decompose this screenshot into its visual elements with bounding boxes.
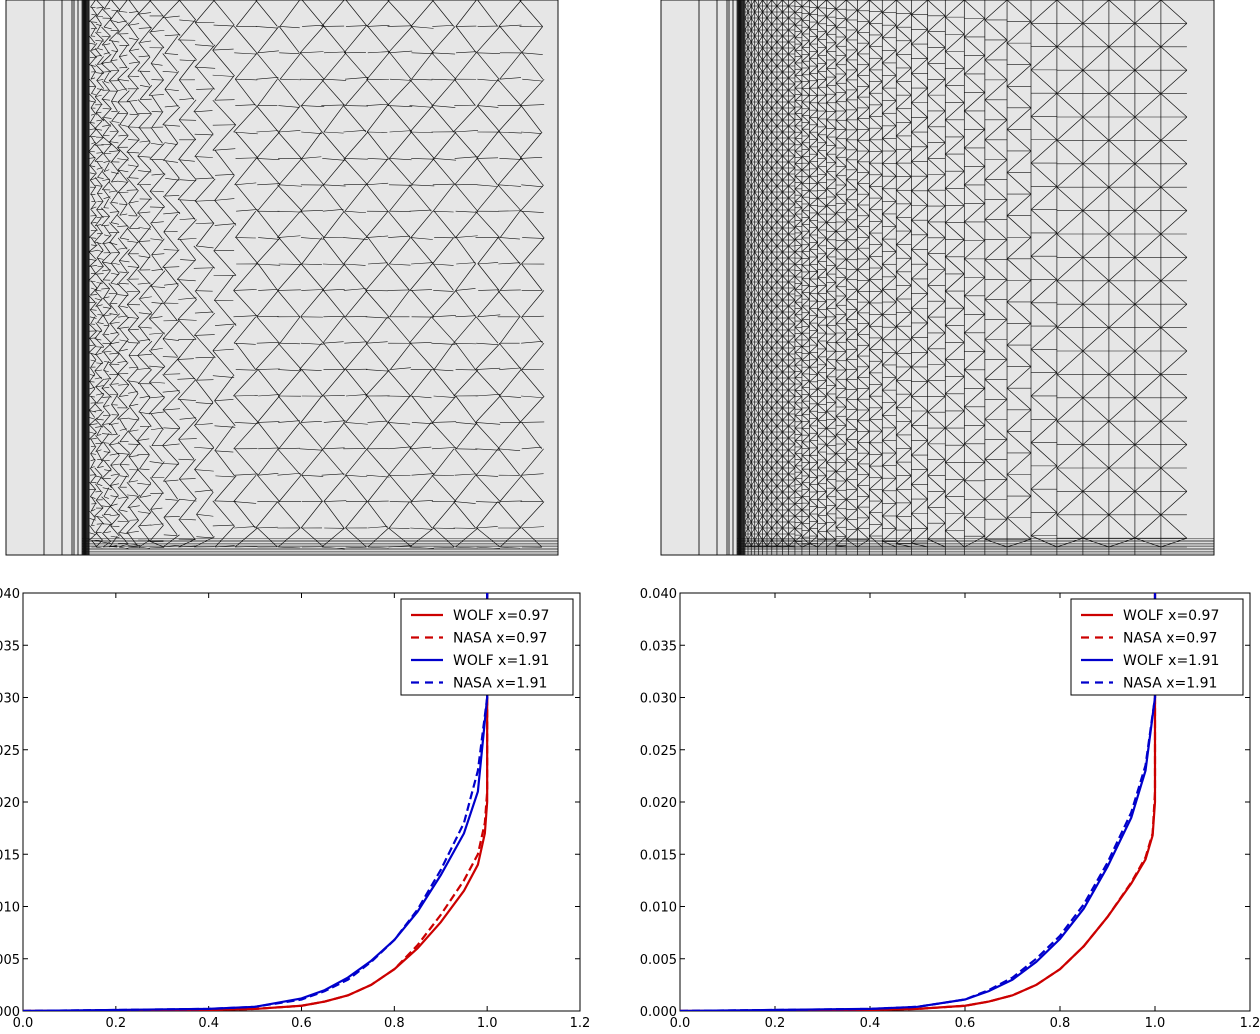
legend-label: WOLF x=0.97 — [453, 608, 549, 624]
y-tick-label: 0.040 — [640, 587, 677, 602]
x-tick-label: 1.2 — [570, 1016, 591, 1031]
y-tick-label: 0.000 — [0, 1005, 20, 1020]
y-tick-label: 0.010 — [0, 901, 20, 916]
x-tick-label: 0.8 — [384, 1016, 405, 1031]
mesh-panel-right-background — [660, 0, 1215, 556]
series-line-3 — [23, 593, 489, 1011]
y-tick-label: 0.030 — [640, 692, 677, 707]
x-tick-label: 0.0 — [670, 1016, 691, 1031]
x-tick-label: 1.0 — [1145, 1016, 1166, 1031]
y-tick-label: 0.020 — [0, 796, 20, 811]
y-tick-label: 0.005 — [0, 953, 20, 968]
mesh-panel-left — [5, 0, 559, 556]
legend-label: WOLF x=1.91 — [1123, 653, 1219, 669]
x-tick-label: 0.6 — [291, 1016, 312, 1031]
chart-bottom-right: 0.0 0.2 0.4 0.6 0.8 1.0 1.2 0.000 0.005 0.010 0.01… — [640, 587, 1260, 1031]
x-tick-label: 0.0 — [13, 1016, 34, 1031]
x-tick-label: 0.4 — [198, 1016, 219, 1031]
legend-label: NASA x=0.97 — [453, 631, 547, 647]
legend-label: NASA x=0.97 — [1123, 631, 1217, 647]
mesh-panel-right-lines — [698, 0, 1214, 555]
y-tick-label: 0.030 — [0, 692, 20, 707]
y-tick-label: 0.025 — [640, 744, 677, 759]
legend-label: NASA x=1.91 — [453, 676, 547, 692]
mesh-panel-right — [660, 0, 1215, 556]
legend-label: WOLF x=0.97 — [1123, 608, 1219, 624]
legend-label: WOLF x=1.91 — [453, 653, 549, 669]
x-tick-label: 1.2 — [1240, 1016, 1260, 1031]
y-tick-label: 0.000 — [640, 1005, 677, 1020]
y-tick-label: 0.040 — [0, 587, 20, 602]
x-tick-label: 0.8 — [1050, 1016, 1071, 1031]
y-tick-label: 0.015 — [640, 848, 677, 863]
y-tick-label: 0.035 — [0, 639, 20, 654]
y-tick-label: 0.010 — [640, 901, 677, 916]
mesh-panel-left-lines — [43, 0, 558, 555]
x-tick-label: 1.0 — [477, 1016, 498, 1031]
series-line-1 — [23, 593, 489, 1011]
x-tick-label: 0.2 — [765, 1016, 786, 1031]
y-tick-label: 0.005 — [640, 953, 677, 968]
legend-label: NASA x=1.91 — [1123, 676, 1217, 692]
x-tick-label: 0.4 — [860, 1016, 881, 1031]
series-line-3 — [680, 593, 1157, 1011]
y-tick-label: 0.025 — [0, 744, 20, 759]
y-tick-label: 0.015 — [0, 848, 20, 863]
x-tick-label: 0.6 — [955, 1016, 976, 1031]
chart-bottom-left: 0.0 0.2 0.4 0.6 0.8 1.0 1.2 0.000 0.005 0.010 0.01… — [0, 587, 590, 1031]
y-tick-label: 0.035 — [640, 639, 677, 654]
x-tick-label: 0.2 — [105, 1016, 126, 1031]
y-tick-label: 0.020 — [640, 796, 677, 811]
